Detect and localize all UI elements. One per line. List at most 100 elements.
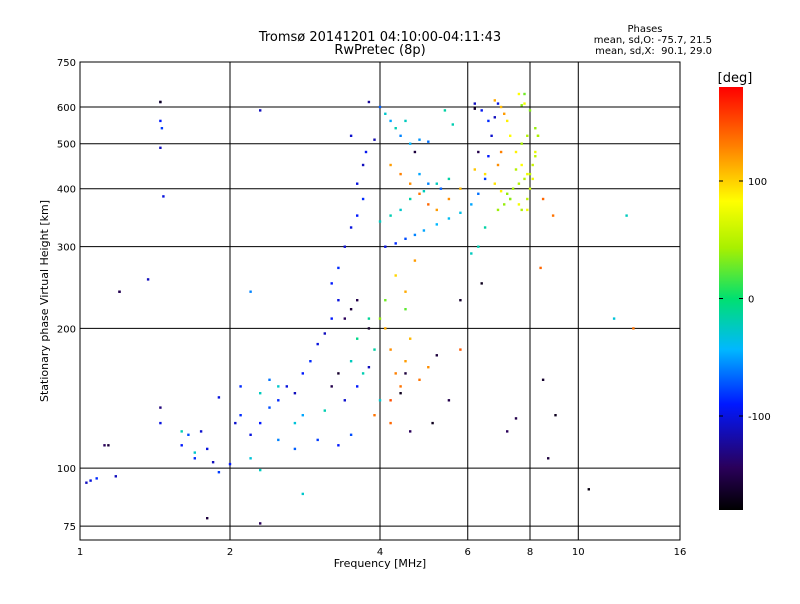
data-point [404, 290, 407, 293]
data-point [389, 348, 392, 351]
data-point [268, 378, 271, 381]
data-point [473, 102, 476, 105]
data-point [531, 177, 534, 181]
data-point [409, 197, 412, 201]
data-point [509, 134, 512, 137]
data-point [409, 182, 412, 185]
data-point [330, 282, 333, 285]
data-point [343, 399, 346, 402]
data-point [418, 378, 421, 381]
data-point [217, 471, 221, 474]
data-point [520, 208, 523, 212]
phase-stats-o: mean, sd,O: -75.7, 21.5 [594, 35, 712, 46]
y-tick-label: 400 [57, 185, 76, 196]
data-point [394, 274, 397, 277]
data-point [470, 252, 473, 255]
data-point [389, 214, 392, 217]
data-point [356, 214, 359, 217]
data-point [367, 317, 371, 320]
x-tick-label: 6 [465, 547, 471, 558]
data-point [301, 414, 304, 417]
data-point [547, 457, 550, 460]
data-point [356, 337, 359, 340]
data-point [447, 217, 451, 220]
data-point [361, 372, 365, 375]
phase-stats-x: mean, sd,X: 90.1, 29.0 [595, 46, 712, 57]
colorbar-tick-label: 0 [748, 295, 754, 306]
data-point [162, 195, 165, 198]
data-point [404, 372, 407, 375]
data-point [323, 409, 326, 412]
data-point [473, 107, 476, 110]
data-point [435, 208, 438, 212]
data-point [409, 142, 412, 145]
data-point [249, 433, 252, 436]
data-point [277, 438, 280, 442]
data-point [404, 308, 407, 311]
data-point [404, 119, 407, 123]
data-point [394, 372, 397, 375]
data-point [483, 177, 487, 181]
data-point [337, 372, 340, 375]
data-point [413, 259, 417, 262]
data-point [534, 155, 537, 158]
data-point [384, 299, 387, 302]
data-point [211, 461, 215, 464]
data-point [384, 327, 387, 330]
data-point [496, 163, 500, 167]
data-point [234, 421, 237, 425]
data-point [528, 187, 532, 190]
data-point [399, 385, 402, 388]
phase-stats-title: Phases [627, 24, 662, 35]
data-point [356, 182, 359, 185]
data-point [528, 109, 532, 112]
data-point [301, 492, 304, 496]
data-point [193, 457, 196, 460]
data-point [293, 421, 297, 425]
data-point [459, 187, 462, 190]
data-point [404, 237, 407, 240]
data-point [496, 208, 500, 212]
data-point [367, 366, 371, 369]
data-point [293, 392, 297, 395]
data-point [361, 197, 365, 201]
data-point [337, 299, 340, 302]
data-point [509, 197, 512, 201]
data-point [373, 348, 376, 351]
x-tick-label: 16 [674, 547, 687, 558]
x-tick-label: 2 [227, 547, 233, 558]
data-point [378, 317, 382, 320]
data-point [361, 163, 365, 167]
data-point [85, 481, 88, 484]
y-tick-label: 75 [63, 522, 76, 533]
data-point [539, 266, 542, 270]
data-point [503, 112, 506, 115]
data-point [427, 366, 430, 369]
data-point [517, 182, 521, 185]
data-point [534, 150, 537, 154]
data-point [526, 134, 529, 137]
data-point [526, 208, 529, 212]
data-point [459, 211, 462, 214]
data-point [496, 102, 500, 105]
data-point [389, 399, 392, 402]
x-axis-label: Frequency [MHz] [334, 557, 426, 570]
data-point [146, 278, 150, 281]
data-point [114, 475, 117, 478]
data-point [330, 317, 333, 320]
data-points [85, 92, 635, 525]
data-point [499, 150, 503, 154]
data-point [316, 438, 319, 442]
data-point [399, 134, 402, 137]
data-point [323, 332, 326, 335]
data-point [330, 385, 333, 388]
data-point [180, 444, 183, 447]
data-point [506, 119, 509, 123]
data-point [459, 299, 462, 302]
data-point [418, 192, 421, 195]
x-axis-ticks: 1 2 4 6 8 10 16 [77, 547, 687, 558]
data-point [435, 182, 438, 185]
data-point [439, 187, 443, 190]
data-point [107, 444, 110, 447]
